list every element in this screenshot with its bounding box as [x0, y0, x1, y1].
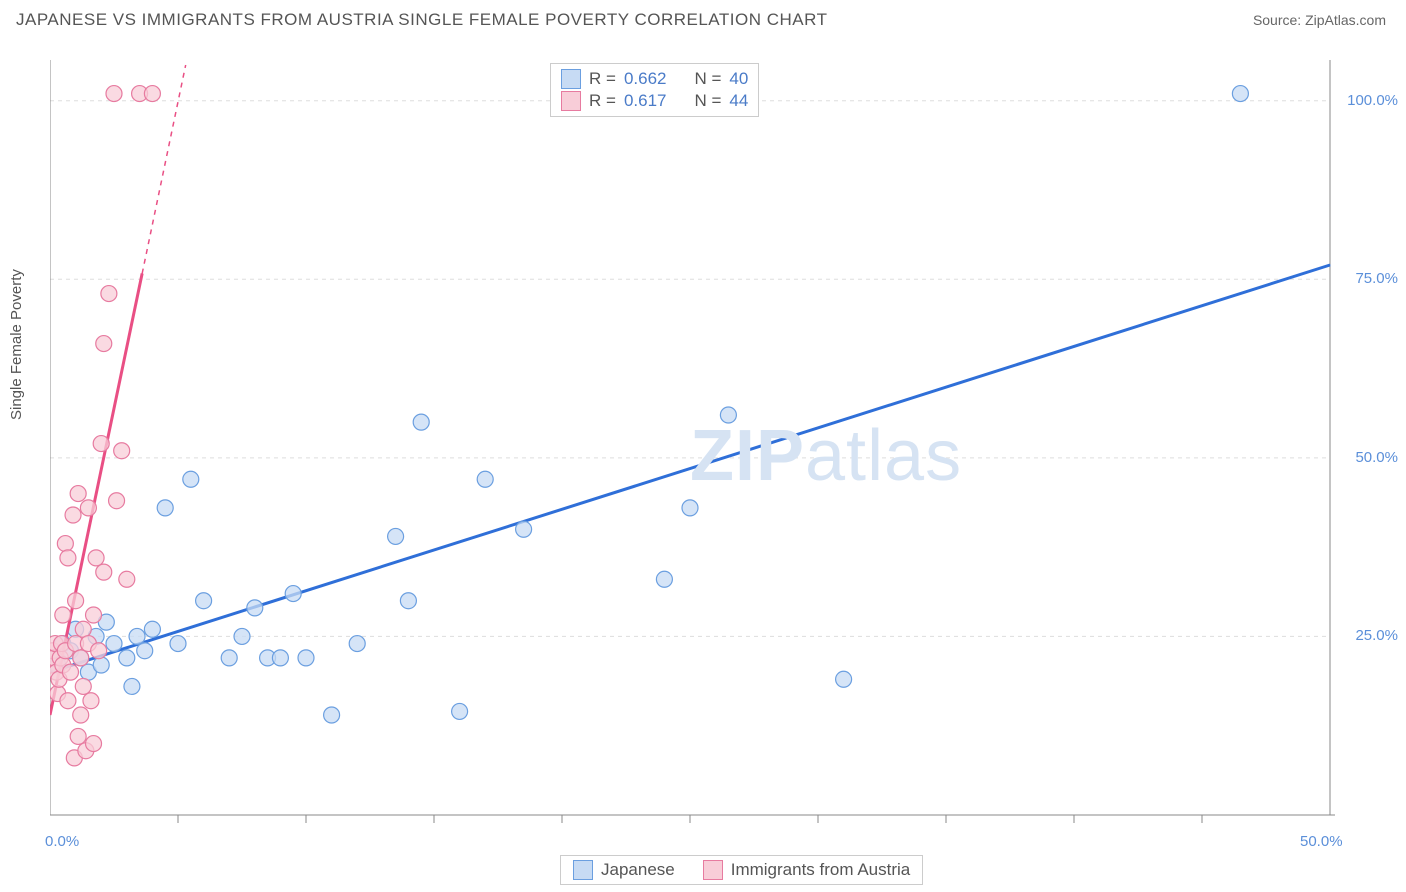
x-tick-label: 0.0%	[45, 833, 79, 850]
legend-swatch-austria	[703, 860, 723, 880]
n-label: N =	[694, 69, 721, 89]
series-legend: Japanese Immigrants from Austria	[560, 855, 923, 885]
source-label: Source:	[1253, 12, 1301, 28]
stats-legend: R = 0.662 N = 40 R = 0.617 N = 44	[550, 63, 759, 117]
swatch-japanese	[561, 69, 581, 89]
y-tick-label: 100.0%	[1338, 92, 1398, 109]
y-tick-label: 25.0%	[1338, 627, 1398, 644]
source-name: ZipAtlas.com	[1305, 12, 1386, 28]
legend-label: Japanese	[601, 860, 675, 880]
r-value: 0.617	[624, 91, 667, 111]
stat-row-austria: R = 0.617 N = 44	[561, 90, 748, 112]
r-label: R =	[589, 91, 616, 111]
r-label: R =	[589, 69, 616, 89]
n-label: N =	[694, 91, 721, 111]
chart-header: JAPANESE VS IMMIGRANTS FROM AUSTRIA SING…	[0, 0, 1406, 36]
swatch-austria	[561, 91, 581, 111]
stat-row-japanese: R = 0.662 N = 40	[561, 68, 748, 90]
page-title: JAPANESE VS IMMIGRANTS FROM AUSTRIA SING…	[16, 10, 827, 30]
x-tick-label: 50.0%	[1300, 833, 1343, 850]
chart-area: ZIPatlas R = 0.662 N = 40 R = 0.617 N = …	[50, 45, 1390, 835]
source-attribution: Source: ZipAtlas.com	[1253, 12, 1386, 28]
legend-item-austria: Immigrants from Austria	[703, 860, 911, 880]
y-tick-label: 50.0%	[1338, 449, 1398, 466]
legend-swatch-japanese	[573, 860, 593, 880]
r-value: 0.662	[624, 69, 667, 89]
y-tick-label: 75.0%	[1338, 270, 1398, 287]
legend-item-japanese: Japanese	[573, 860, 675, 880]
y-axis-label: Single Female Poverty	[8, 269, 25, 420]
scatter-plot	[50, 45, 1390, 835]
n-value: 44	[729, 91, 748, 111]
legend-label: Immigrants from Austria	[731, 860, 911, 880]
n-value: 40	[729, 69, 748, 89]
